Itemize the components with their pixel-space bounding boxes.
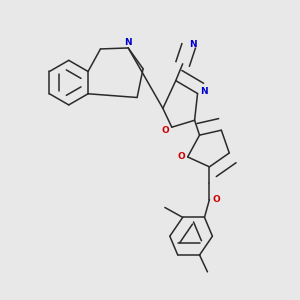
Text: O: O [162,126,170,135]
Text: O: O [212,195,220,204]
Text: N: N [124,38,132,47]
Text: N: N [200,87,208,96]
Text: O: O [177,152,185,161]
Text: N: N [189,40,196,49]
